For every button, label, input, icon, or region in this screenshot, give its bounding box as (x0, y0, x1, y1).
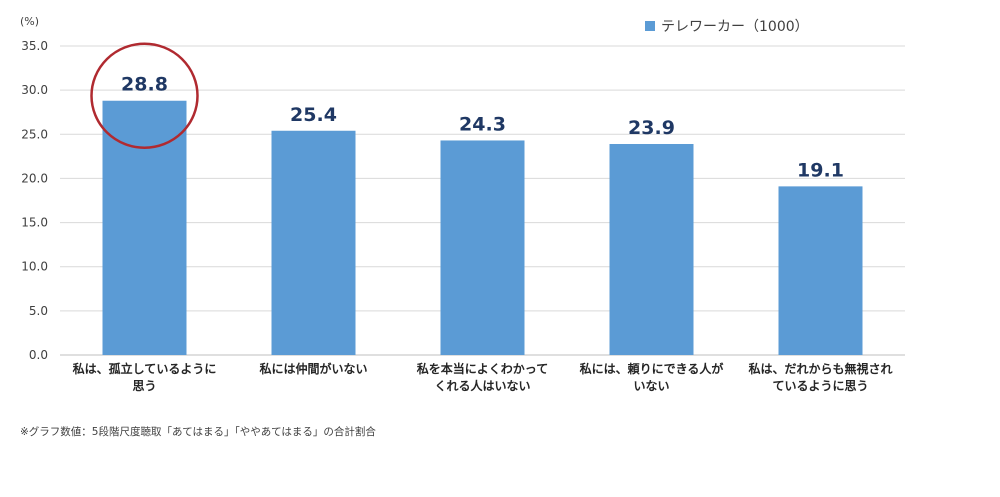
y-tick-label: 15.0 (21, 216, 48, 230)
category-label: くれる人はいない (434, 378, 530, 393)
bar (440, 140, 525, 355)
category-label: 私には仲間がいない (258, 361, 367, 376)
data-label: 28.8 (121, 74, 168, 96)
bar (778, 186, 863, 355)
legend-label: テレワーカー（1000） (661, 19, 809, 35)
category-label: 私は、だれからも無視され (747, 361, 892, 376)
y-tick-label: 20.0 (21, 171, 48, 185)
category-label: いない (633, 379, 669, 393)
data-label: 19.1 (797, 159, 844, 181)
y-tick-label: 25.0 (21, 127, 48, 141)
legend: テレワーカー（1000） (645, 19, 809, 35)
y-tick-label: 0.0 (29, 348, 48, 362)
data-label: 25.4 (290, 104, 337, 126)
bar (271, 130, 356, 355)
y-tick-label: 35.0 (21, 39, 48, 53)
data-label: 24.3 (459, 113, 506, 135)
bars (102, 100, 863, 355)
legend-swatch (645, 21, 655, 31)
highlight-circle (90, 42, 199, 149)
category-label: 私を本当によくわかって (416, 361, 548, 376)
data-labels: 28.8 25.4 24.3 23.9 19.1 (121, 74, 844, 182)
footnote: ※グラフ数値：5段階尺度聴取「あてはまる」「ややあてはまる」の合計割合 (20, 425, 376, 438)
category-label: 思う (132, 379, 156, 393)
data-label: 23.9 (628, 117, 675, 139)
category-label: 私には、頼りにできる人が (579, 361, 724, 376)
bar (102, 100, 187, 355)
category-label: ているように思う (772, 379, 868, 393)
y-axis: 0.0 5.0 10.0 15.0 20.0 25.0 30.0 35.0 (21, 39, 48, 362)
bar (609, 143, 694, 355)
y-axis-unit-label: (%) (20, 15, 39, 28)
y-tick-label: 5.0 (29, 304, 48, 318)
y-tick-label: 30.0 (21, 83, 48, 97)
category-label: 私は、孤立しているように (72, 361, 217, 376)
y-tick-label: 10.0 (21, 260, 48, 274)
